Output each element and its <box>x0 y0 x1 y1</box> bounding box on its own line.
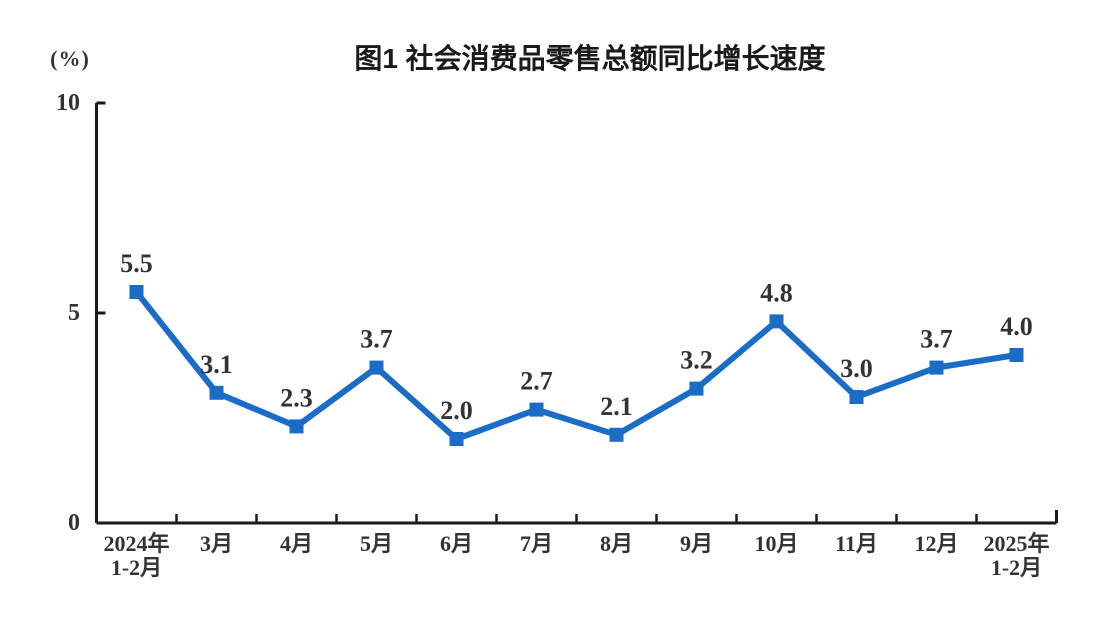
data-point-label: 2.3 <box>280 383 313 412</box>
y-axis-tick-labels: 0 5 10 <box>56 90 80 536</box>
x-axis-label: 11月 <box>835 531 878 556</box>
x-axis-label: 7月 <box>520 531 553 556</box>
y-tick-label: 10 <box>56 90 80 116</box>
data-point-marker <box>849 390 864 404</box>
x-axis-label: 5月 <box>360 531 393 556</box>
data-point-marker <box>929 360 944 375</box>
x-axis-label: 12月 <box>914 531 958 556</box>
y-axis-unit-label: (%) <box>50 46 90 71</box>
data-point-marker <box>689 381 704 396</box>
data-point-marker <box>129 285 144 299</box>
data-point-labels: 5.5 3.1 2.3 3.7 2.0 2.7 2.1 3.2 4.8 3.0 3.7 4.0 <box>120 249 1033 425</box>
data-point-marker <box>209 385 224 400</box>
data-point-label: 2.0 <box>440 396 473 425</box>
x-axis-label: 10月 <box>754 531 798 556</box>
data-point-marker <box>369 360 384 375</box>
series-polyline <box>133 289 1020 442</box>
data-point-label: 2.1 <box>600 392 633 421</box>
x-axis-label: 9月 <box>680 531 713 556</box>
x-axis-label: 4月 <box>280 531 313 556</box>
data-point-label: 3.7 <box>920 325 953 354</box>
data-point-label: 4.0 <box>1000 312 1033 341</box>
data-point-label: 3.2 <box>680 346 713 375</box>
data-point-label: 3.0 <box>840 354 873 383</box>
x-axis-label: 2025年 1-2月 <box>983 531 1049 580</box>
data-point-marker <box>609 427 624 442</box>
y-tick-label: 0 <box>68 510 80 536</box>
data-point-label: 5.5 <box>120 249 153 278</box>
data-point-marker <box>769 314 784 329</box>
data-point-marker <box>529 402 544 417</box>
x-axis-label: 8月 <box>600 531 633 556</box>
data-point-label: 3.7 <box>360 325 393 354</box>
x-axis-label: 6月 <box>440 531 473 556</box>
data-point-marker <box>1009 348 1024 362</box>
chart-title: 图1 社会消费品零售总额同比增长速度 <box>354 43 825 74</box>
data-point-label: 3.1 <box>200 350 233 379</box>
x-axis-label: 2024年 1-2月 <box>103 531 169 580</box>
data-point-marker <box>289 419 304 434</box>
axes <box>95 101 1058 525</box>
data-point-label: 4.8 <box>760 278 793 307</box>
data-point-marker <box>449 432 464 446</box>
x-axis-labels: 2024年 1-2月 3月 4月 5月 6月 7月 8月 9月 10月 11月 12月 2025年 1-2… <box>103 531 1049 580</box>
data-series <box>129 285 1024 446</box>
y-tick-label: 5 <box>68 300 80 326</box>
data-point-label: 2.7 <box>520 367 553 396</box>
x-axis-label: 3月 <box>200 531 233 556</box>
